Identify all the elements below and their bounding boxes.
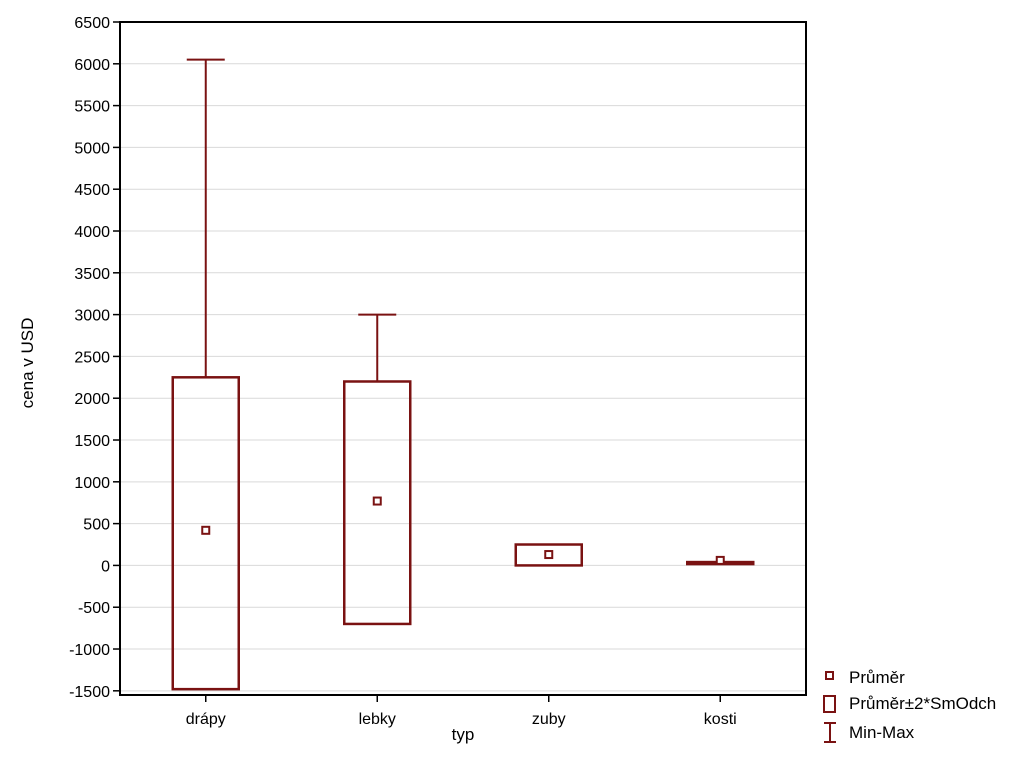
y-tick-label: 6500 xyxy=(74,15,110,32)
box-series xyxy=(171,58,755,691)
y-tick-label: 3500 xyxy=(74,266,110,283)
y-tick-label: 5000 xyxy=(74,140,110,157)
x-axis-ticks: drápy lebky zuby kosti xyxy=(186,695,737,728)
mean-marker xyxy=(372,496,382,506)
y-tick-label: 6000 xyxy=(74,57,110,74)
legend-whisker-marker xyxy=(824,722,836,743)
legend-whisker-label: Min-Max xyxy=(849,723,915,742)
legend-mean-label: Průměr xyxy=(849,668,905,687)
x-tick-label: drápy xyxy=(186,711,226,728)
box-drápy xyxy=(171,376,240,691)
x-tick-label: kosti xyxy=(704,711,737,728)
y-tick-label: 2500 xyxy=(74,349,110,366)
mean-marker xyxy=(544,550,554,560)
y-tick-label: 0 xyxy=(101,558,110,575)
box-lebky xyxy=(343,380,412,626)
y-axis-ticks: 6500600055005000450040003500300025002000… xyxy=(69,15,120,701)
y-tick-label: 500 xyxy=(83,517,110,534)
y-tick-label: 5500 xyxy=(74,99,110,116)
y-tick-label: 1000 xyxy=(74,475,110,492)
y-tick-label: -1000 xyxy=(69,642,110,659)
plot-frame xyxy=(119,21,807,696)
y-axis-label: cena v USD xyxy=(18,318,37,409)
y-tick-label: -1500 xyxy=(69,684,110,701)
mean-marker xyxy=(201,525,211,535)
y-tick-label: 4000 xyxy=(74,224,110,241)
y-tick-label: -500 xyxy=(78,600,110,617)
legend-box-label: Průměr±2*SmOdch xyxy=(849,694,996,713)
y-tick-label: 4500 xyxy=(74,182,110,199)
y-tick-label: 1500 xyxy=(74,433,110,450)
box-zuby xyxy=(514,543,583,567)
y-tick-label: 2000 xyxy=(74,391,110,408)
x-tick-label: zuby xyxy=(532,711,566,728)
legend-mean-marker xyxy=(825,671,834,680)
x-axis-label: typ xyxy=(452,725,475,744)
mean-marker xyxy=(715,555,725,565)
legend-box-marker xyxy=(823,695,836,713)
legend: Průměr Průměr±2*SmOdch Min-Max xyxy=(823,668,996,743)
y-tick-label: 3000 xyxy=(74,308,110,325)
grid-lines xyxy=(120,63,806,692)
x-tick-label: lebky xyxy=(359,711,396,728)
